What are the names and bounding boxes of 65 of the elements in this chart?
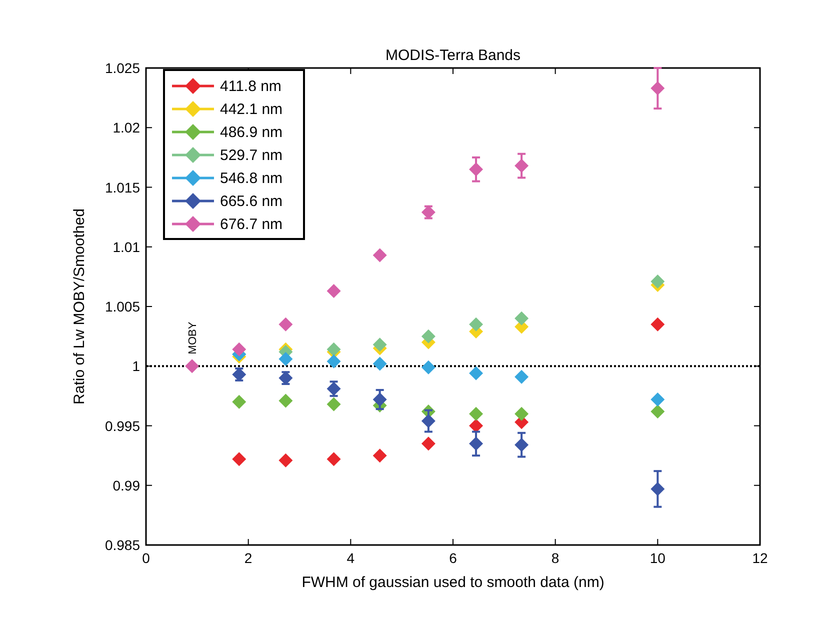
y-tick-label: 1.005 [104,298,140,314]
point [326,284,341,298]
point [372,248,387,262]
point [469,406,484,421]
y-tick-label: 1 [132,358,140,374]
legend-label: 411.8 nm [220,78,282,95]
x-tick-label: 2 [244,550,252,566]
x-tick-label: 10 [650,550,666,566]
y-tick-label: 0.99 [112,477,140,494]
point [372,448,387,463]
x-tick-label: 4 [346,550,355,566]
point [514,311,529,326]
legend-label: 546.8 nm [220,170,283,187]
point [372,356,387,371]
point [469,366,484,380]
point [421,360,436,374]
point [278,453,293,468]
point [326,342,341,356]
point [326,397,341,412]
y-tick-label: 0.995 [104,418,140,434]
point [514,158,529,173]
point [278,394,293,408]
point [650,404,665,418]
point [421,414,436,428]
x-axis-title: FWHM of gaussian used to smooth data (nm) [302,574,604,591]
point [232,342,246,356]
annotation: MOBY [187,321,199,354]
point [514,438,529,452]
point [372,338,387,352]
y-tick-label: 1.025 [104,60,140,76]
point [650,392,665,407]
x-tick-label: 8 [551,550,560,566]
point [469,436,484,451]
point [372,392,387,407]
legend-label: 676.7 nm [220,216,283,233]
y-tick-label: 0.985 [104,537,140,553]
point [278,317,293,332]
chart-title: MODIS-Terra Bands [385,47,521,64]
point [278,352,293,366]
point [514,406,529,421]
legend-label: 529.7 nm [220,147,283,164]
point [469,317,484,332]
point [650,81,665,96]
point [232,452,246,466]
y-tick-label: 1.02 [112,120,140,136]
legend-label: 486.9 nm [220,124,283,141]
point [650,317,665,332]
y-tick-label: 1.01 [112,238,140,255]
point [421,329,436,344]
x-tick-label: 12 [752,550,768,566]
point [326,354,341,368]
y-tick-label: 1.015 [104,179,140,196]
point [650,274,665,288]
point [469,162,484,176]
point [232,394,246,409]
point [326,452,341,466]
point [421,436,436,451]
point [185,359,200,374]
point [514,370,529,384]
x-tick-label: 6 [449,550,458,566]
x-tick-label: 0 [142,550,150,566]
point [650,482,665,496]
y-axis-title: Ratio of Lw MOBY/Smoothed [71,208,88,404]
legend-label: 442.1 nm [220,101,283,118]
legend-label: 665.6 nm [220,193,283,210]
